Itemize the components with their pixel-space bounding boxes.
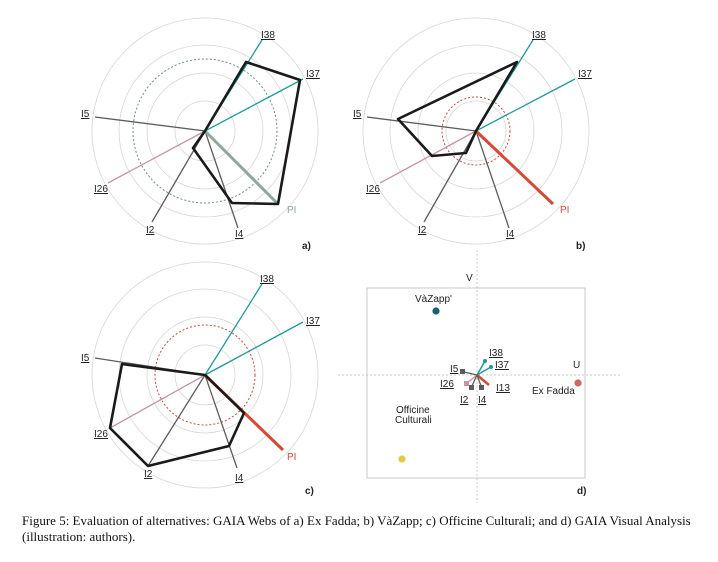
- alternative-officine-culturali-label-1: Officine: [396, 405, 430, 416]
- vector-i37: [476, 366, 492, 376]
- vector-i38-tip: [483, 359, 487, 363]
- axis-i26-b: [379, 130, 477, 184]
- label-i2-b: I2: [418, 225, 427, 236]
- gaia-web-b: I38 I37 I5 I26 I2 I4 PI b): [353, 17, 592, 252]
- axis-i2-b: [423, 130, 477, 223]
- label-i5-b: I5: [353, 109, 362, 120]
- axis-v-label: V: [466, 273, 473, 284]
- axis-i37-c: [204, 321, 304, 376]
- label-i4-c: I4: [235, 473, 244, 484]
- axis-i38-c: [204, 283, 263, 376]
- axis-i37-a: [204, 78, 304, 132]
- web-polygon-b: [396, 60, 519, 158]
- label-i26-a: I26: [94, 184, 108, 195]
- label-pi-a: PI: [287, 205, 296, 216]
- axis-i37-b: [475, 78, 576, 132]
- label-i2-a: I2: [146, 225, 155, 236]
- axis-i2-a: [151, 130, 206, 223]
- alternative-officine-culturali-point: [398, 455, 406, 463]
- axis-i2-c: [147, 374, 206, 467]
- label-i13-d: I13: [496, 383, 510, 394]
- axis-i5-a: [94, 116, 206, 132]
- axis-i26-c: [109, 374, 206, 429]
- axis-pi-b: [474, 129, 555, 206]
- gaia-plane-frame: [366, 287, 586, 479]
- vector-i37-tip: [489, 365, 493, 369]
- label-i26-b: I26: [366, 184, 380, 195]
- label-i38-a: I38: [261, 30, 275, 41]
- vector-pi: [476, 374, 490, 386]
- label-i38-c: I38: [260, 274, 274, 285]
- label-i2-c: I2: [144, 469, 153, 480]
- vector-i38: [476, 360, 486, 376]
- label-i4-d: I4: [478, 395, 487, 406]
- label-i38-b: I38: [532, 30, 546, 41]
- panel-label-d: d): [577, 486, 586, 497]
- axis-i4-b: [475, 130, 510, 229]
- axis-i26-a: [107, 130, 206, 184]
- alternative-vazapp-point: [432, 307, 440, 315]
- gaia-visual-analysis-d: V U I38 I37 I5 I26 I13 I2 I4 VàZapp' Ex …: [338, 250, 620, 503]
- label-i4-a: I4: [235, 229, 244, 240]
- alternative-vazapp-label: VàZapp': [415, 294, 452, 305]
- zero-circle-c: [154, 324, 256, 426]
- figure-caption: Figure 5: Evaluation of alternatives: GA…: [22, 513, 691, 544]
- alternative-ex-fadda-point: [574, 379, 582, 387]
- gaia-web-c: I38 I37 I5 I26 I2 I4 PI c): [81, 261, 320, 497]
- web-polygon-a: [191, 60, 302, 206]
- alternative-ex-fadda-label: Ex Fadda: [532, 386, 575, 397]
- zero-circle-b: [441, 96, 511, 166]
- label-i26-c: I26: [94, 429, 108, 440]
- label-i4-b: I4: [506, 229, 515, 240]
- label-i37-d: I37: [495, 360, 509, 371]
- label-i37-c: I37: [306, 316, 320, 327]
- label-i5-c: I5: [81, 353, 90, 364]
- vector-i2: [471, 374, 478, 387]
- axis-i4-a: [204, 130, 239, 229]
- panel-label-a: a): [302, 241, 311, 252]
- label-i5-d: I5: [450, 364, 459, 375]
- axis-pi-a: [203, 129, 280, 206]
- vector-i4: [476, 374, 482, 387]
- polar-rings-b: [362, 17, 590, 245]
- panel-label-c: c): [305, 486, 314, 497]
- vector-i5-tip: [460, 369, 465, 374]
- web-polygon-c: [108, 362, 246, 468]
- vector-i5: [463, 371, 478, 376]
- gaia-web-a: I38 I37 I5 I26 I2 I4 PI a): [81, 17, 320, 252]
- label-i2-d: I2: [460, 395, 469, 406]
- axis-i4-c: [204, 374, 238, 469]
- label-i5-a: I5: [81, 109, 90, 120]
- vector-i26-tip: [464, 381, 469, 386]
- label-i37-a: I37: [306, 69, 320, 80]
- label-i37-b: I37: [578, 69, 592, 80]
- label-pi-b: PI: [560, 205, 569, 216]
- axis-i5-b: [366, 116, 477, 132]
- vector-i2-tip: [469, 385, 474, 390]
- alternative-officine-culturali-label-2: Culturali: [395, 415, 432, 426]
- label-i38-d: I38: [489, 348, 503, 359]
- vector-i4-tip: [479, 385, 484, 390]
- label-pi-c: PI: [287, 452, 296, 463]
- panel-label-b: b): [576, 241, 585, 252]
- axis-u-label: U: [573, 360, 580, 371]
- label-i26-d: I26: [440, 379, 454, 390]
- zero-circle-a: [132, 58, 278, 204]
